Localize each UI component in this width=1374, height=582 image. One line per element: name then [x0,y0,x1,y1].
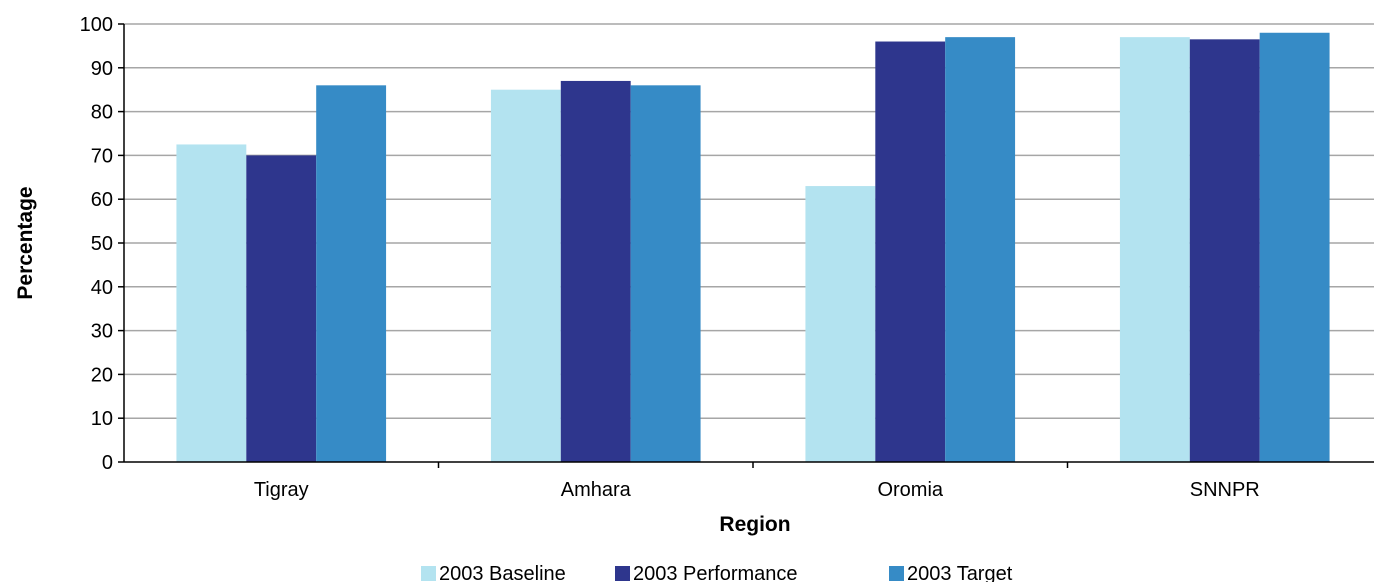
y-axis-title: Percentage [14,186,37,299]
y-tick-label: 0 [102,452,113,474]
y-tick-label: 70 [91,145,113,167]
bar [246,155,317,462]
legend-label: 2003 Baseline [439,563,566,582]
bar [176,144,247,462]
y-tick-label: 30 [91,321,113,343]
tick-labels: 0 10 20 30 40 50 60 70 80 90 100 Tigray Amhara Oromia… [80,14,1260,501]
bar [1189,39,1260,462]
x-tick-label: SNNPR [1190,479,1260,501]
legend-swatch [421,566,436,581]
y-tick-label: 50 [91,233,113,255]
legend-label: 2003 Performance [633,563,798,582]
bar [560,80,631,462]
x-axis-title: Region [719,513,790,536]
x-tick-label: Oromia [877,479,943,501]
bar [1259,32,1330,462]
x-tick-label: Amhara [561,479,632,501]
axes [118,23,1374,468]
x-tick-label: Tigray [254,479,309,501]
bar [490,89,561,462]
legend-swatch [615,566,630,581]
y-tick-label: 90 [91,58,113,80]
bar [630,85,701,462]
legend-label: 2003 Target [907,563,1013,582]
y-tick-label: 80 [91,102,113,124]
bar [945,37,1016,462]
legend: 2003 Baseline 2003 Performance 2003 Target [421,563,1013,582]
bar [316,85,387,462]
bar [875,41,946,463]
legend-swatch [889,566,904,581]
y-tick-label: 100 [80,14,113,36]
y-tick-label: 10 [91,408,113,430]
y-tick-label: 40 [91,277,113,299]
bar [805,186,876,462]
bar [1119,37,1190,462]
bars [176,32,1330,463]
y-tick-label: 20 [91,364,113,386]
y-tick-label: 60 [91,189,113,211]
